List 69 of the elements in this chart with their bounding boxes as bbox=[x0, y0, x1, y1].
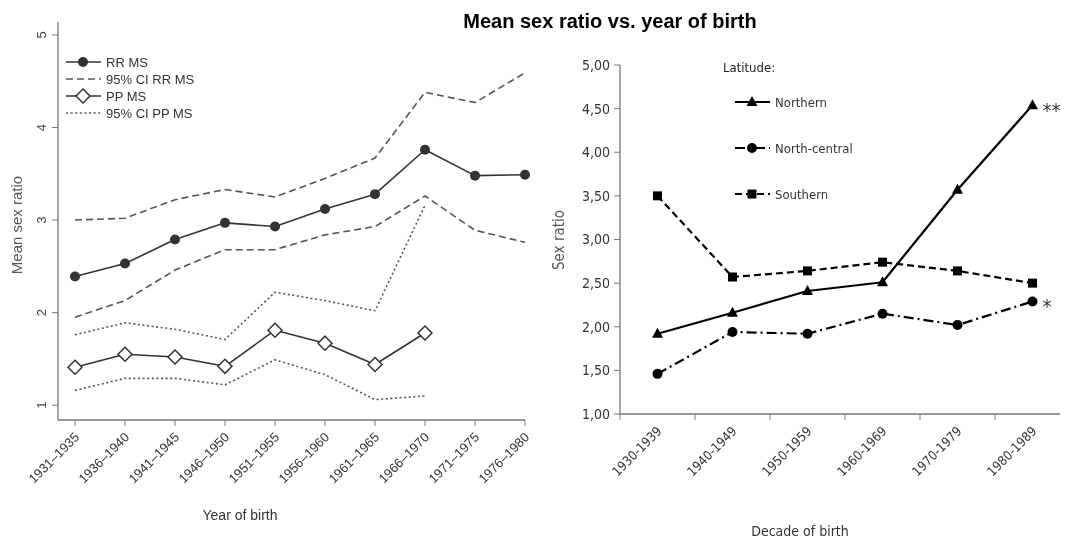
point bbox=[120, 258, 130, 269]
point bbox=[270, 221, 280, 232]
point bbox=[420, 144, 430, 155]
y-tick-label: 4,50 bbox=[581, 100, 610, 117]
y-tick-label: 2,50 bbox=[581, 275, 610, 292]
point bbox=[877, 308, 888, 319]
point bbox=[1028, 278, 1037, 288]
point bbox=[952, 320, 963, 331]
annotation: ** bbox=[1042, 98, 1061, 123]
point bbox=[370, 189, 380, 200]
line-series bbox=[74, 195, 526, 319]
point bbox=[802, 284, 813, 295]
point bbox=[267, 322, 283, 338]
legend-label: RR MS bbox=[106, 54, 149, 70]
point bbox=[417, 325, 433, 341]
point bbox=[1027, 296, 1038, 307]
line-series bbox=[74, 72, 526, 221]
point bbox=[217, 358, 233, 375]
y-tick-label: 3,50 bbox=[581, 187, 610, 204]
point bbox=[1027, 99, 1038, 110]
point bbox=[520, 169, 530, 180]
y-tick-label: 3,00 bbox=[581, 231, 610, 248]
line-series bbox=[74, 204, 426, 341]
point bbox=[652, 327, 663, 338]
legend-label: Northern bbox=[775, 94, 827, 110]
x-axis-title: Decade of birth bbox=[751, 523, 849, 539]
legend-title: Latitude: bbox=[723, 60, 776, 75]
legend-label: 95% CI PP MS bbox=[106, 105, 193, 121]
point bbox=[470, 170, 480, 181]
y-tick-label: 5,00 bbox=[581, 56, 610, 73]
point bbox=[320, 203, 330, 214]
legend-label: 95% CI RR MS bbox=[106, 71, 195, 87]
y-tick-label: 1,00 bbox=[581, 405, 610, 422]
point bbox=[317, 335, 333, 351]
point bbox=[67, 359, 83, 375]
legend-label: North-central bbox=[775, 140, 853, 156]
point bbox=[878, 257, 887, 267]
x-axis-title: Year of birth bbox=[202, 507, 278, 523]
point bbox=[953, 266, 962, 276]
point bbox=[728, 272, 737, 282]
point bbox=[803, 266, 812, 276]
point bbox=[117, 346, 133, 363]
point bbox=[170, 234, 180, 245]
point bbox=[653, 191, 662, 201]
point bbox=[802, 328, 813, 339]
y-tick-label: 1,50 bbox=[581, 362, 610, 379]
point bbox=[877, 276, 888, 287]
point bbox=[367, 356, 383, 373]
y-axis-title: Mean sex ratio bbox=[8, 175, 25, 275]
legend-label: Southern bbox=[775, 186, 829, 202]
line-series bbox=[74, 359, 426, 401]
point bbox=[952, 183, 963, 194]
point bbox=[727, 306, 738, 317]
y-tick-label: 5 bbox=[34, 31, 49, 39]
point bbox=[727, 326, 738, 337]
y-axis-title: Sex ratio bbox=[550, 210, 568, 270]
legend-label: PP MS bbox=[106, 88, 147, 104]
point bbox=[220, 217, 230, 228]
point bbox=[167, 349, 183, 365]
y-tick-label: 2,00 bbox=[581, 318, 610, 335]
point bbox=[70, 271, 80, 282]
y-tick-label: 1 bbox=[34, 401, 49, 409]
y-tick-label: 4,00 bbox=[581, 144, 610, 161]
annotation: * bbox=[1042, 294, 1052, 319]
point bbox=[652, 368, 663, 379]
y-tick-label: 2 bbox=[34, 309, 49, 317]
chart-title: Mean sex ratio vs. year of birth bbox=[463, 10, 757, 32]
y-tick-label: 4 bbox=[34, 123, 49, 132]
y-tick-label: 3 bbox=[34, 216, 49, 224]
